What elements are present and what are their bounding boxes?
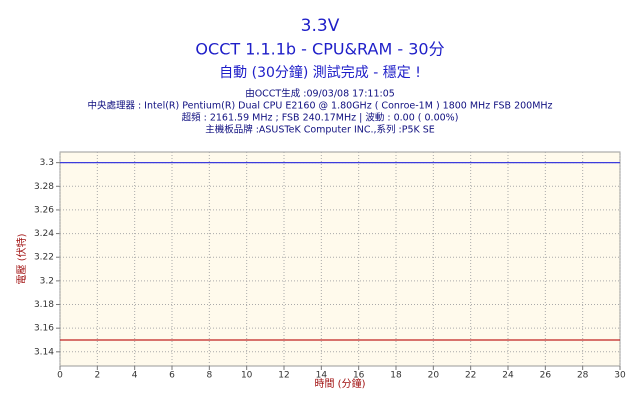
x-tick-label: 20 [428, 371, 440, 381]
chart-subtitle: OCCT 1.1.1b - CPU&RAM - 30分 [195, 40, 444, 59]
y-axis-label: 電壓 (伏特) [15, 233, 28, 284]
x-tick-label: 2 [94, 371, 100, 381]
y-tick-label: 3.28 [34, 182, 54, 192]
y-tick-label: 3.22 [34, 253, 54, 263]
y-tick-label: 3.3 [40, 158, 54, 168]
y-tick-label: 3.24 [34, 229, 54, 239]
note: 由OCCT生成 :09/03/08 17:11:05 [245, 88, 395, 100]
x-tick-label: 10 [241, 371, 253, 381]
x-tick-label: 18 [390, 371, 402, 381]
x-tick-label: 28 [577, 371, 589, 381]
x-tick-label: 16 [353, 371, 365, 381]
x-tick-label: 24 [502, 371, 514, 381]
note: 超頻 : 2161.59 MHz ; FSB 240.17MHz | 波動 : … [182, 112, 459, 124]
y-tick-label: 3.14 [34, 347, 54, 357]
x-tick-label: 8 [206, 371, 212, 381]
y-tick-label: 3.18 [34, 300, 54, 310]
y-tick-label: 3.16 [34, 324, 54, 334]
x-tick-label: 30 [614, 371, 626, 381]
x-tick-label: 26 [540, 371, 552, 381]
note: 中央處理器 : Intel(R) Pentium(R) Dual CPU E21… [87, 100, 552, 112]
status: 自動 (30分鐘) 測試完成 - 穩定 ! [219, 64, 421, 81]
y-tick-label: 3.2 [40, 276, 54, 286]
x-axis-label: 時間 (分鐘) [315, 377, 366, 390]
x-tick-label: 6 [169, 371, 175, 381]
x-tick-label: 14 [316, 371, 328, 381]
chart-title: 3.3V [301, 16, 340, 36]
y-tick-label: 3.26 [34, 205, 54, 215]
x-tick-label: 22 [465, 371, 476, 381]
x-tick-label: 12 [278, 371, 289, 381]
plot-area [59, 151, 621, 367]
note: 主機板品牌 :ASUSTeK Computer INC.,系列 :P5K SE [205, 124, 435, 136]
x-tick-label: 4 [132, 371, 138, 381]
x-tick-label: 0 [57, 371, 63, 381]
